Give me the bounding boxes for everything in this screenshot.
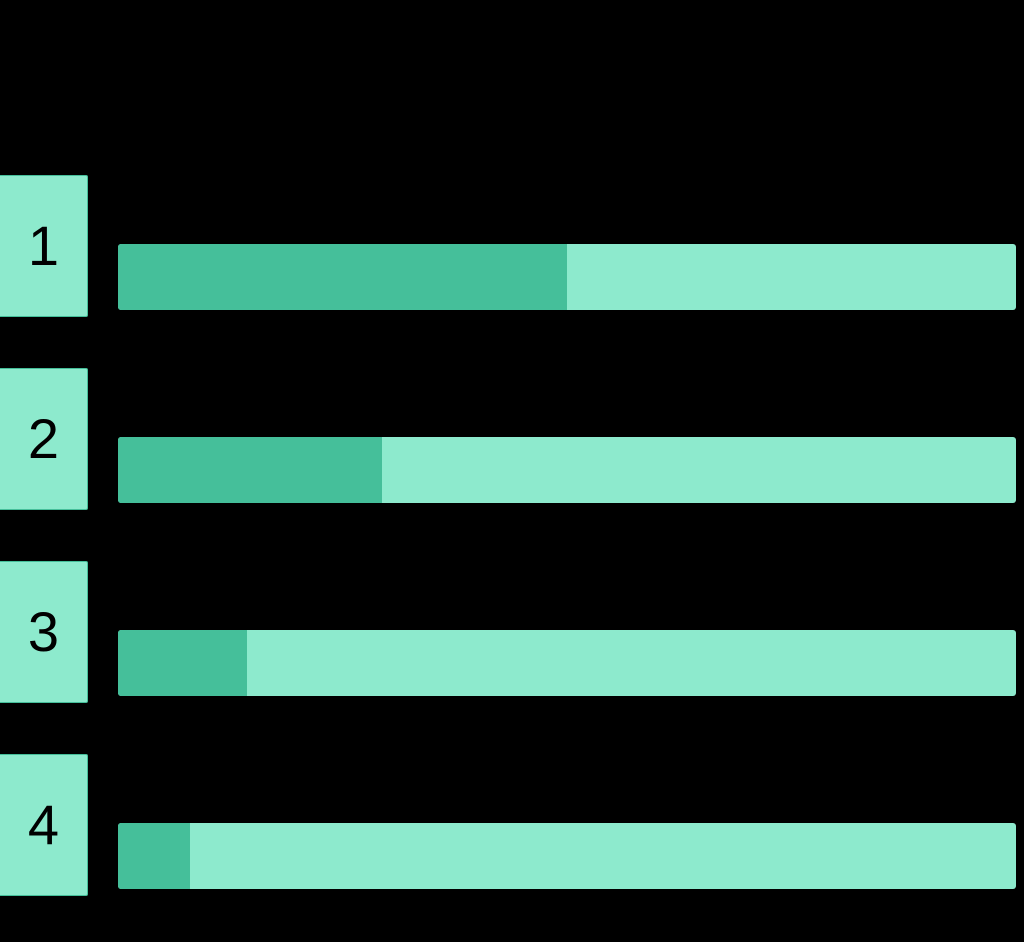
bar-fill (118, 244, 567, 310)
bar-track (118, 823, 1016, 889)
bar-fill (118, 630, 248, 696)
chart-row-2: 2 (0, 368, 1024, 510)
rank-label-box: 3 (0, 561, 88, 703)
rank-label: 1 (27, 214, 60, 277)
rank-label: 2 (27, 407, 60, 470)
bar-fill (118, 437, 382, 503)
rank-label: 4 (27, 793, 60, 856)
chart-row-1: 1 (0, 175, 1024, 317)
bar-track (118, 244, 1016, 310)
bar-track (118, 437, 1016, 503)
rank-label-box: 1 (0, 175, 88, 317)
chart-row-4: 4 (0, 754, 1024, 896)
chart-row-3: 3 (0, 561, 1024, 703)
rank-label: 3 (27, 600, 60, 663)
rank-label-box: 2 (0, 368, 88, 510)
bar-track (118, 630, 1016, 696)
rank-label-box: 4 (0, 754, 88, 896)
bar-fill (118, 823, 190, 889)
